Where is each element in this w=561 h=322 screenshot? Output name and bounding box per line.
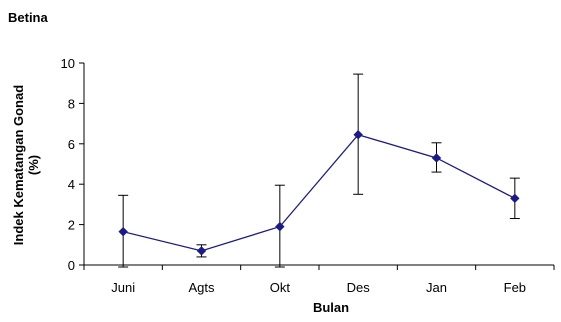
y-tick-label: 8 — [68, 96, 75, 111]
x-tick-label: Jan — [426, 280, 447, 295]
data-point — [431, 153, 442, 163]
chart-title: Betina — [8, 10, 48, 25]
x-tick-label: Okt — [270, 280, 291, 295]
data-point — [353, 130, 363, 140]
series-line — [123, 133, 516, 252]
x-tick-label: Feb — [504, 280, 526, 295]
series — [118, 130, 520, 256]
y-tick-label: 4 — [68, 177, 75, 192]
x-ticks: Juni Agts Okt Des Jan Feb — [83, 265, 555, 295]
y-tick-label: 6 — [68, 137, 75, 152]
axes — [83, 63, 554, 266]
data-point — [275, 221, 285, 232]
x-tick-label: Agts — [188, 280, 215, 295]
y-tick-label: 0 — [68, 258, 75, 273]
x-tick-label: Des — [347, 280, 371, 295]
data-point — [118, 226, 128, 237]
y-tick-label: 10 — [61, 56, 75, 71]
data-point — [510, 193, 520, 204]
x-tick-label: Juni — [111, 280, 135, 295]
y-tick-label: 2 — [68, 218, 75, 233]
data-point — [196, 246, 207, 256]
y-ticks: 0 2 4 6 8 10 — [61, 56, 84, 273]
x-axis-label: Bulan — [312, 300, 350, 315]
